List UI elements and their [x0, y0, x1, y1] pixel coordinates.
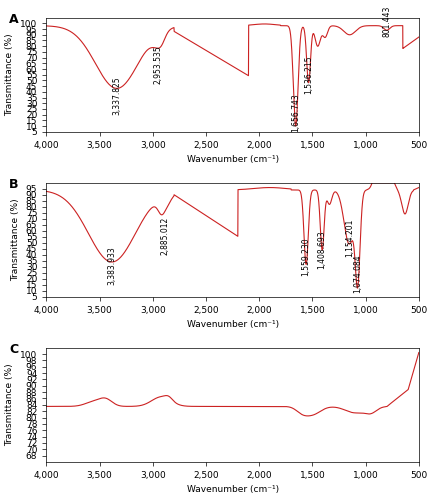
X-axis label: Wavenumber (cm⁻¹): Wavenumber (cm⁻¹) [187, 156, 279, 164]
X-axis label: Wavenumber (cm⁻¹): Wavenumber (cm⁻¹) [187, 320, 279, 330]
Text: 1,408.693: 1,408.693 [318, 230, 326, 269]
Text: 3,337.825: 3,337.825 [112, 76, 121, 114]
Y-axis label: Transmittance (%): Transmittance (%) [6, 364, 15, 446]
Text: B: B [9, 178, 19, 191]
X-axis label: Wavenumber (cm⁻¹): Wavenumber (cm⁻¹) [187, 486, 279, 494]
Text: C: C [9, 343, 18, 356]
Y-axis label: Transmittance (%): Transmittance (%) [11, 198, 20, 281]
Text: A: A [9, 13, 19, 26]
Text: 2,953.535: 2,953.535 [153, 45, 162, 84]
Text: 1,154.201: 1,154.201 [345, 219, 354, 257]
Text: 1,074.084: 1,074.084 [353, 254, 362, 293]
Text: 2,885.012: 2,885.012 [161, 216, 170, 255]
Text: 1,559.230: 1,559.230 [302, 238, 310, 277]
Text: 1,536.215: 1,536.215 [304, 56, 313, 94]
Text: 3,383.933: 3,383.933 [107, 246, 116, 285]
Text: 801.443: 801.443 [382, 6, 391, 37]
Y-axis label: Transmittance (%): Transmittance (%) [6, 34, 15, 116]
Text: 1,656.743: 1,656.743 [291, 93, 300, 132]
